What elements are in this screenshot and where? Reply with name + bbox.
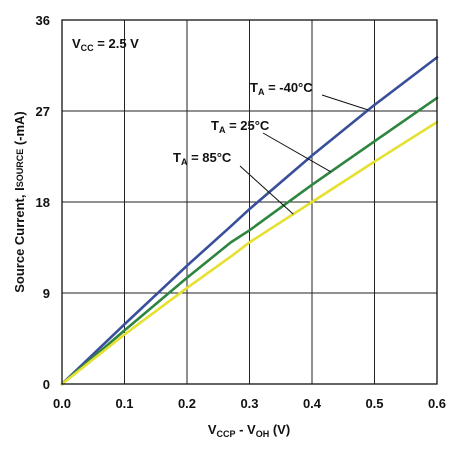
x-tick-label: 0.2 — [178, 396, 196, 411]
x-axis-title: VCCP - VOH (V) — [208, 422, 290, 439]
x-tick-label: 0.3 — [240, 396, 258, 411]
leader-line-2 — [239, 165, 294, 215]
y-tick-label: 0 — [43, 377, 50, 392]
y-tick-label: 36 — [36, 13, 50, 28]
x-tick-label: 0.0 — [53, 396, 71, 411]
x-tick-labels: 0.0 0.1 0.2 0.3 0.4 0.5 0.6 — [53, 396, 446, 411]
grid — [62, 20, 437, 384]
y-axis-title: Source Current, ISOURCE (-mA) — [12, 111, 27, 293]
series-label-minus40: TA = -40°C — [250, 80, 313, 97]
y-tick-labels: 0 9 18 27 36 — [36, 13, 50, 392]
x-tick-label: 0.4 — [303, 396, 322, 411]
plot-frame — [61, 19, 438, 385]
series-line-2 — [60, 120, 439, 386]
leader-line-1 — [262, 132, 331, 173]
y-tick-label: 9 — [43, 286, 50, 301]
y-tick-label: 18 — [36, 195, 50, 210]
condition-label: VCC = 2.5 V — [72, 36, 139, 53]
series-label-85: TA = 85°C — [173, 150, 232, 167]
x-tick-label: 0.1 — [115, 396, 133, 411]
series-line-1 — [60, 96, 439, 386]
series-layer — [60, 56, 439, 386]
series-line-0 — [60, 56, 439, 386]
series-label-25: TA = 25°C — [211, 118, 270, 135]
y-tick-label: 27 — [36, 104, 50, 119]
x-tick-label: 0.5 — [365, 396, 383, 411]
x-tick-label: 0.6 — [428, 396, 446, 411]
leader-line-0 — [321, 94, 369, 111]
leader-lines — [239, 94, 369, 215]
